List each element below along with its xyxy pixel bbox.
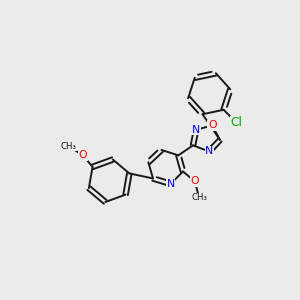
Text: N: N — [167, 179, 175, 189]
Text: CH₃: CH₃ — [60, 142, 76, 151]
Text: CH₃: CH₃ — [191, 193, 207, 202]
Text: O: O — [78, 150, 87, 160]
Text: N: N — [192, 125, 200, 135]
Text: Cl: Cl — [231, 116, 243, 129]
Text: O: O — [208, 120, 217, 130]
Text: O: O — [190, 176, 199, 186]
Text: N: N — [205, 146, 213, 157]
